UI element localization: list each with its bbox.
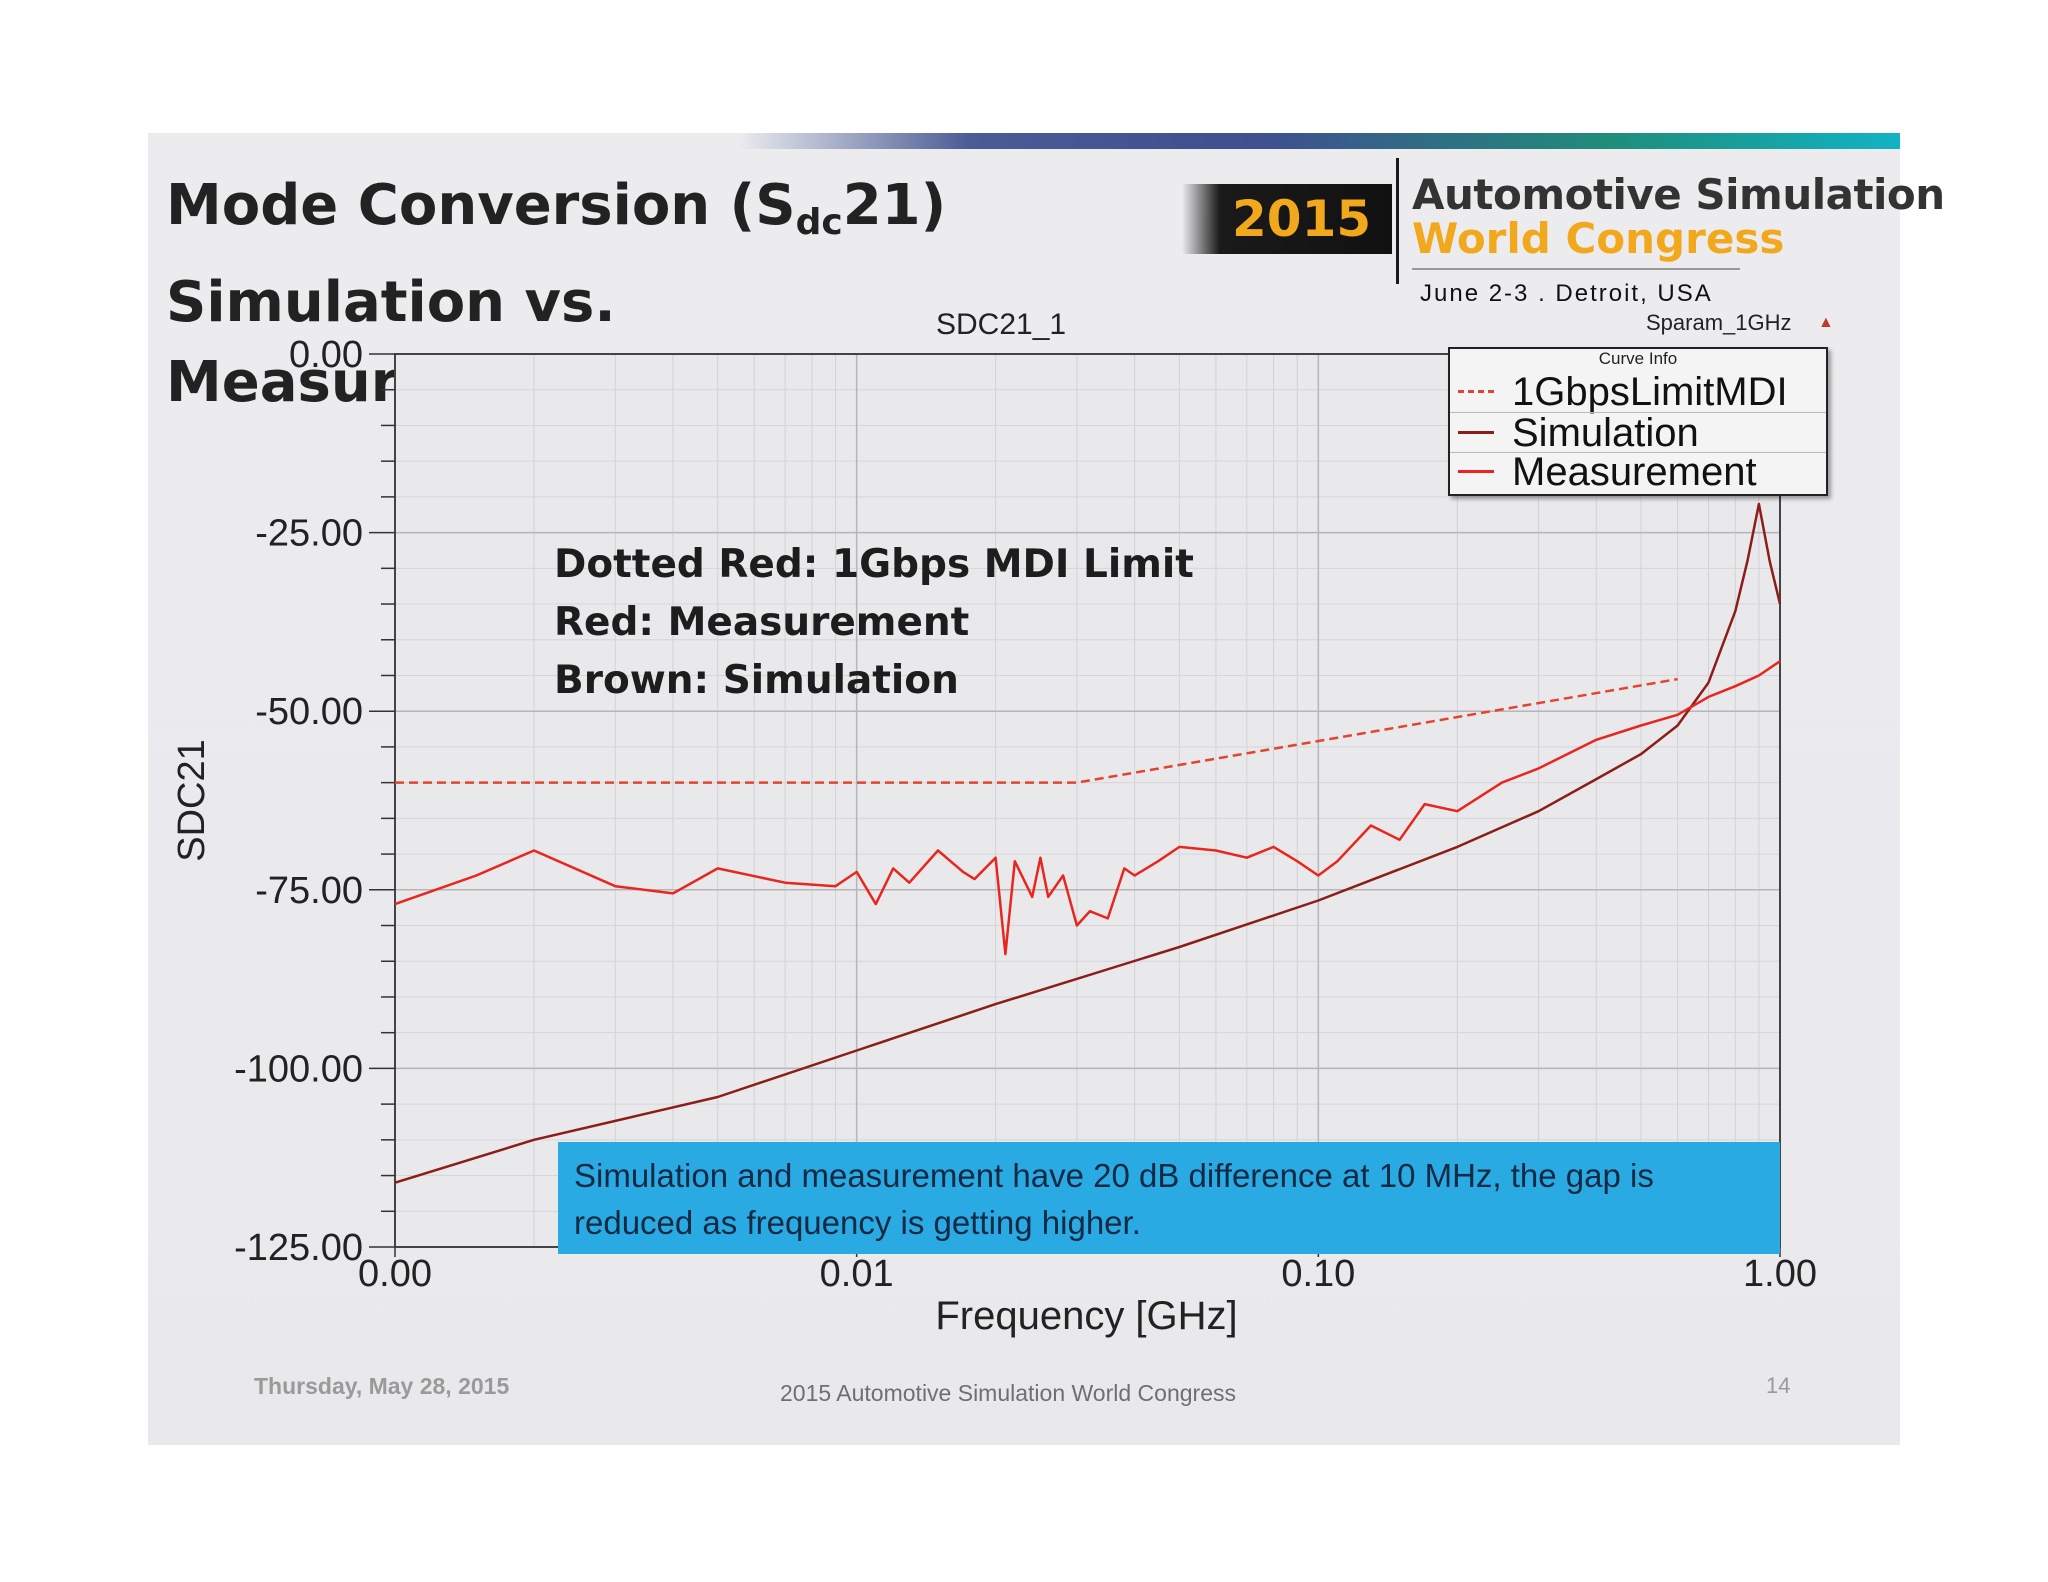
legend-separator [1450,452,1826,453]
legend-label-limit: 1GbpsLimitMDI [1512,370,1788,414]
footer-date: Thursday, May 28, 2015 [254,1373,510,1399]
y-axis-label: SDC21 [171,739,213,862]
logo-line1: Automotive Simulation [1412,170,1945,219]
legend-swatch-limit [1458,390,1494,393]
series-line-limit [395,677,1678,784]
logo-divider [1396,158,1399,284]
legend-swatch-measurement [1458,470,1494,473]
legend-separator [1450,412,1826,413]
chart-title: SDC21_1 [936,308,1067,341]
x-tick-label: 1.00 [1743,1253,1817,1295]
legend-title: Curve Info [1598,349,1678,368]
y-tick-label: -75.00 [255,870,363,912]
sparam-label: Sparam_1GHz [1646,310,1792,335]
color-key-annotation: Dotted Red: 1Gbps MDI Limit Red: Measure… [554,536,1194,710]
legend-item-measurement: Measurement [1450,450,1826,494]
chart-legend: Curve Info 1GbpsLimitMDI Simulation Meas… [1448,347,1828,496]
sparam-icon: ▲ [1818,314,1834,331]
title-main: Mode Conversion (S [166,173,796,238]
y-tick-label: -125.00 [234,1227,363,1269]
legend-item-simulation: Simulation [1450,411,1826,455]
y-tick-label: -25.00 [255,513,363,555]
x-axis-label: Frequency [GHz] [935,1294,1237,1338]
logo-badge [1182,184,1392,254]
logo-line2: World Congress [1412,214,1785,263]
footer-title: 2015 Automotive Simulation World Congres… [780,1380,1236,1406]
series-line-measurement [394,660,1781,956]
header-gradient-bar [738,133,1900,149]
y-tick-label: -50.00 [255,691,363,733]
page-number: 14 [1766,1373,1791,1398]
callout-box: Simulation and measurement have 20 dB di… [558,1142,1780,1254]
logo-year: 2015 [1232,190,1372,248]
legend-label-measurement: Measurement [1512,450,1757,494]
legend-swatch-simulation [1458,431,1494,434]
logo-date-location: June 2-3 . Detroit, USA [1420,280,1713,307]
series-line-simulation [394,502,1782,1184]
annotation-line: Dotted Red: 1Gbps MDI Limit [554,542,1194,587]
title-suffix: 21) [842,173,947,238]
legend-item-limit: 1GbpsLimitMDI [1450,370,1826,414]
plot-area [395,354,1780,1247]
slide-frame [148,133,1900,1445]
x-tick-label: 0.00 [358,1253,432,1295]
annotation-line: Red: Measurement [554,600,970,645]
logo-rule [1412,268,1740,270]
x-tick-label: 0.01 [820,1253,894,1295]
y-tick-label: -100.00 [234,1048,363,1090]
y-tick-label: 0.00 [289,334,363,376]
annotation-line: Brown: Simulation [554,658,959,703]
legend-label-simulation: Simulation [1512,411,1699,455]
x-tick-label: 0.10 [1281,1253,1355,1295]
title-subscript: dc [795,202,843,243]
slide-title: Mode Conversion (Sdc21) Simulation vs. M… [166,166,1066,423]
